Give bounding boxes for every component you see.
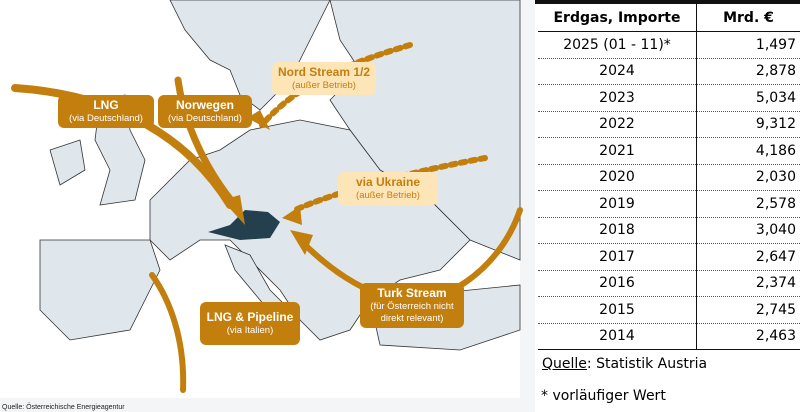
row-value: 9,312 xyxy=(696,111,800,138)
map-source: Quelle: Österreichische Energieagentur xyxy=(2,404,125,411)
table-row: 2024 2,878 xyxy=(538,58,800,85)
row-value: 1,497 xyxy=(696,31,800,59)
label-sub: (via Italien) xyxy=(226,325,274,336)
table-row: 2020 2,030 xyxy=(538,164,800,191)
label-title: LNG xyxy=(93,98,119,112)
label-sub: (außer Betrieb) xyxy=(356,190,420,201)
row-year: 2020 xyxy=(538,164,697,191)
label-lng-germany: LNG (via Deutschland) xyxy=(58,95,154,128)
label-title: Turk Stream xyxy=(377,286,447,300)
row-year: 2023 xyxy=(538,84,697,112)
row-year: 2017 xyxy=(538,243,697,271)
row-value: 2,578 xyxy=(696,190,800,218)
row-year: 2015 xyxy=(538,296,697,324)
table-row: 2022 9,312 xyxy=(538,111,800,138)
table-row: 2014 2,463 xyxy=(538,323,800,350)
row-value: 5,034 xyxy=(696,84,800,112)
label-ukraine: via Ukraine (außer Betrieb) xyxy=(338,172,438,205)
gas-imports-table-panel: Erdgas, Importe Mrd. € 2025 (01 - 11)* 1,… xyxy=(535,0,800,412)
row-value: 2,374 xyxy=(696,270,800,297)
label-title: Nord Stream 1/2 xyxy=(277,65,371,79)
label-sub: (außer Betrieb) xyxy=(292,80,356,91)
lng-it-route xyxy=(149,272,187,393)
austria-shape xyxy=(208,210,280,240)
row-year: 2016 xyxy=(538,270,697,297)
arrowhead-nordstream xyxy=(247,110,270,130)
row-year: 2021 xyxy=(538,137,697,165)
row-value: 2,647 xyxy=(696,243,800,271)
row-year: 2018 xyxy=(538,217,697,244)
gas-routes-map: LNG (via Deutschland) Norwegen (via Deutsc… xyxy=(0,0,535,412)
table-row: 2015 2,745 xyxy=(538,296,800,324)
label-turkstream: Turk Stream (für Österreich nicht direkt … xyxy=(360,283,464,328)
iberia xyxy=(39,239,161,341)
gas-imports-table: Erdgas, Importe Mrd. € 2025 (01 - 11)* 1,… xyxy=(538,4,800,350)
table-row: 2021 4,186 xyxy=(538,137,800,165)
label-norway: Norwegen (via Deutschland) xyxy=(158,95,252,128)
row-year: 2019 xyxy=(538,190,697,218)
row-year: 2024 xyxy=(538,58,697,85)
label-title: via Ukraine xyxy=(355,175,421,189)
table-row: 2016 2,374 xyxy=(538,270,800,297)
table-row: 2017 2,647 xyxy=(538,243,800,271)
table-header-row: Erdgas, Importe Mrd. € xyxy=(538,4,800,32)
label-nordstream: Nord Stream 1/2 (außer Betrieb) xyxy=(272,62,376,95)
label-sub: (für Österreich nicht direkt relevant) xyxy=(370,301,454,324)
row-value: 3,040 xyxy=(696,217,800,244)
row-value: 2,878 xyxy=(696,58,800,85)
row-year: 2014 xyxy=(538,323,697,350)
row-value: 2,463 xyxy=(696,323,800,350)
source-value: : Statistik Austria xyxy=(586,356,708,372)
label-title: LNG & Pipeline xyxy=(206,310,294,324)
table-row: 2018 3,040 xyxy=(538,217,800,244)
table-row: 2023 5,034 xyxy=(538,84,800,112)
arrowhead-turk xyxy=(290,230,313,255)
row-value: 2,745 xyxy=(696,296,800,324)
source-label: Quelle xyxy=(542,356,587,372)
row-value: 4,186 xyxy=(696,137,800,165)
label-lng-italy: LNG & Pipeline (via Italien) xyxy=(200,302,300,345)
table-row: 2025 (01 - 11)* 1,497 xyxy=(538,31,800,59)
row-year: 2022 xyxy=(538,111,697,138)
label-sub: (via Deutschland) xyxy=(69,113,143,124)
row-year: 2025 (01 - 11)* xyxy=(538,31,697,59)
label-sub: (via Deutschland) xyxy=(168,113,242,124)
arrowhead-ukraine xyxy=(282,206,302,225)
footnote: * vorläufiger Wert xyxy=(541,388,666,404)
ireland xyxy=(49,139,86,186)
arrowhead-lng xyxy=(222,195,245,225)
table-row: 2019 2,578 xyxy=(538,190,800,218)
label-title: Norwegen xyxy=(175,98,234,112)
row-value: 2,030 xyxy=(696,164,800,191)
table-source: Quelle: Statistik Austria xyxy=(535,350,800,378)
header-year: Erdgas, Importe xyxy=(538,4,697,32)
header-value: Mrd. € xyxy=(696,4,800,32)
table-top-border xyxy=(535,0,800,4)
